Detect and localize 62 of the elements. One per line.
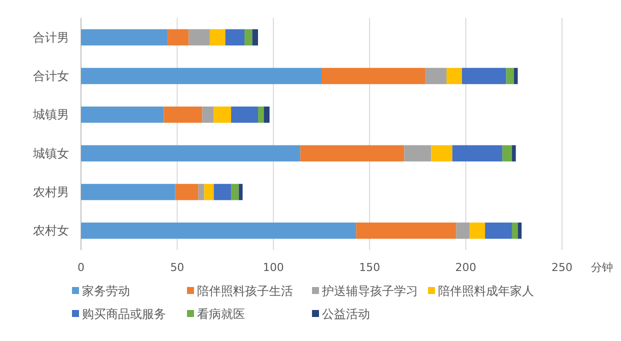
x-tick-label: 250	[552, 261, 572, 274]
bar	[164, 106, 202, 123]
bar	[514, 68, 518, 84]
x-tick-label: 150	[359, 261, 380, 274]
bar	[470, 222, 486, 239]
bar	[188, 29, 210, 46]
bar	[264, 106, 270, 123]
x-tick-label: 50	[170, 261, 184, 274]
bar	[214, 184, 232, 200]
bar	[518, 222, 522, 239]
bar	[512, 145, 516, 162]
bar	[456, 222, 470, 239]
y-tick-label: 农村女	[33, 224, 69, 238]
bar	[506, 68, 514, 84]
bar	[214, 106, 232, 123]
bar	[431, 145, 452, 162]
bar	[322, 68, 426, 84]
x-axis-title: 分钟	[591, 261, 613, 274]
bar	[225, 29, 245, 46]
bar	[81, 29, 168, 46]
legend-label: 家务劳动	[82, 284, 130, 298]
bar	[258, 106, 264, 123]
bar	[485, 222, 512, 239]
y-tick-label: 合计男	[33, 30, 69, 44]
bar	[462, 68, 506, 84]
bar	[404, 145, 432, 162]
bar	[81, 184, 176, 200]
bar	[202, 106, 214, 123]
bar	[81, 106, 164, 123]
bar	[168, 29, 189, 46]
legend-label: 陪伴照料成年家人	[438, 284, 534, 298]
x-tick-label: 0	[78, 261, 84, 274]
x-tick-label: 200	[455, 261, 476, 274]
bar	[502, 145, 512, 162]
bar	[300, 145, 404, 162]
y-tick-label: 合计女	[33, 69, 69, 83]
bar	[238, 184, 243, 200]
bar	[425, 68, 447, 84]
legend-label: 护送辅导孩子学习	[321, 284, 418, 298]
bar	[512, 222, 518, 239]
bar	[198, 184, 204, 200]
bar	[231, 184, 239, 200]
legend-label: 公益活动	[322, 307, 370, 321]
bar	[81, 222, 356, 239]
y-tick-label: 农村男	[33, 185, 69, 199]
bar	[446, 68, 462, 84]
x-tick-label: 100	[262, 261, 284, 274]
y-tick-label: 城镇女	[32, 146, 69, 160]
legend-label: 购买商品或服务	[82, 307, 166, 321]
bar	[452, 145, 502, 162]
bar	[175, 184, 198, 200]
bar	[210, 29, 226, 46]
bar	[244, 29, 252, 46]
y-tick-label: 城镇男	[32, 108, 69, 122]
bar	[252, 29, 258, 46]
bar	[231, 106, 258, 123]
bar	[204, 184, 214, 200]
legend-label: 陪伴照料孩子生活	[197, 284, 293, 298]
legend-label: 看病就医	[197, 307, 245, 321]
bar	[356, 222, 456, 239]
bar	[81, 68, 322, 84]
bar	[81, 145, 300, 162]
